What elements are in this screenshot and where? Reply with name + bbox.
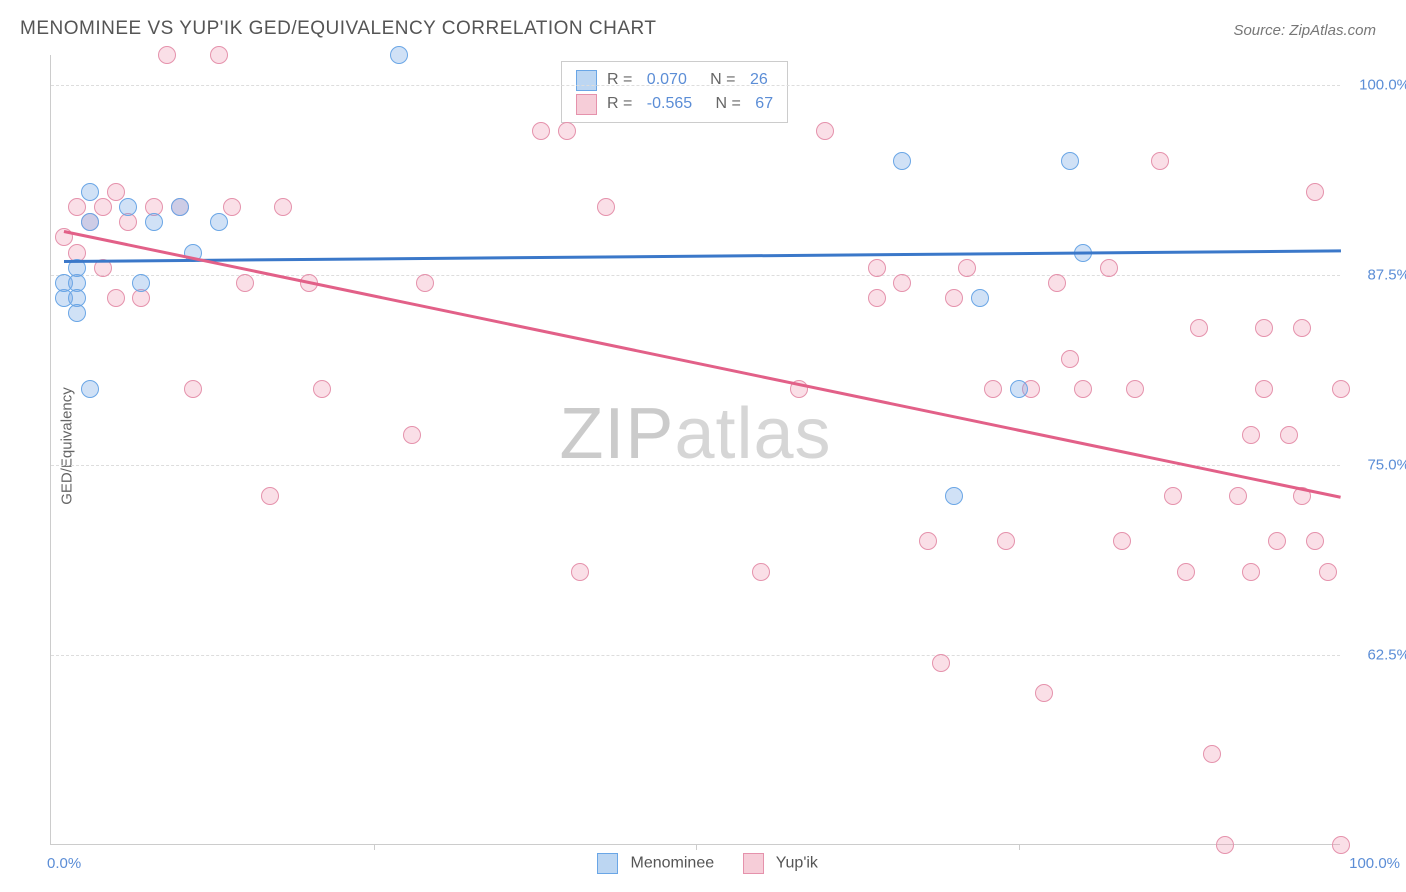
data-point [1190, 319, 1208, 337]
swatch-yupik [576, 94, 597, 115]
data-point [1061, 350, 1079, 368]
data-point [1306, 532, 1324, 550]
source-attribution: Source: ZipAtlas.com [1233, 22, 1376, 39]
data-point [1319, 563, 1337, 581]
data-point [1255, 319, 1273, 337]
data-point [1035, 684, 1053, 702]
data-point [893, 274, 911, 292]
y-tick-label: 87.5% [1350, 267, 1406, 284]
trend-line [64, 230, 1342, 498]
data-point [752, 563, 770, 581]
gridline [51, 655, 1340, 656]
data-point [261, 487, 279, 505]
data-point [81, 380, 99, 398]
x-tick [374, 844, 375, 850]
data-point [1100, 259, 1118, 277]
x-tick [696, 844, 697, 850]
data-point [1010, 380, 1028, 398]
y-tick-label: 75.0% [1350, 457, 1406, 474]
data-point [68, 304, 86, 322]
data-point [313, 380, 331, 398]
data-point [107, 289, 125, 307]
data-point [1229, 487, 1247, 505]
data-point [390, 46, 408, 64]
data-point [932, 654, 950, 672]
stats-row-yupik: R = -0.565 N = 67 [576, 92, 773, 116]
data-point [1061, 152, 1079, 170]
data-point [274, 198, 292, 216]
data-point [1332, 380, 1350, 398]
data-point [1113, 532, 1131, 550]
data-point [1255, 380, 1273, 398]
data-point [1268, 532, 1286, 550]
data-point [1074, 380, 1092, 398]
y-tick-label: 100.0% [1350, 77, 1406, 94]
x-tick [1019, 844, 1020, 850]
data-point [597, 198, 615, 216]
data-point [945, 289, 963, 307]
data-point [81, 183, 99, 201]
data-point [816, 122, 834, 140]
data-point [997, 532, 1015, 550]
data-point [223, 198, 241, 216]
data-point [68, 198, 86, 216]
chart-title: MENOMINEE VS YUP'IK GED/EQUIVALENCY CORR… [20, 18, 657, 40]
data-point [210, 46, 228, 64]
stats-legend: R = 0.070 N = 26 R = -0.565 N = 67 [561, 61, 788, 123]
data-point [893, 152, 911, 170]
data-point [971, 289, 989, 307]
watermark: ZIPatlas [559, 393, 831, 475]
data-point [145, 213, 163, 231]
data-point [1280, 426, 1298, 444]
data-point [119, 198, 137, 216]
data-point [1293, 319, 1311, 337]
data-point [1177, 563, 1195, 581]
series-legend: Menominee Yup'ik [51, 853, 1340, 874]
data-point [403, 426, 421, 444]
swatch-menominee [576, 70, 597, 91]
data-point [945, 487, 963, 505]
gridline [51, 85, 1340, 86]
data-point [1332, 836, 1350, 854]
gridline [51, 465, 1340, 466]
data-point [1126, 380, 1144, 398]
data-point [158, 46, 176, 64]
data-point [1216, 836, 1234, 854]
data-point [416, 274, 434, 292]
data-point [210, 213, 228, 231]
data-point [868, 259, 886, 277]
data-point [1242, 426, 1260, 444]
legend-label-yupik: Yup'ik [776, 855, 818, 872]
data-point [1151, 152, 1169, 170]
data-point [132, 274, 150, 292]
x-axis-min: 0.0% [47, 855, 81, 872]
data-point [107, 183, 125, 201]
y-tick-label: 62.5% [1350, 647, 1406, 664]
data-point [184, 380, 202, 398]
data-point [94, 198, 112, 216]
data-point [868, 289, 886, 307]
data-point [1203, 745, 1221, 763]
data-point [532, 122, 550, 140]
data-point [984, 380, 1002, 398]
data-point [81, 213, 99, 231]
swatch-yupik-icon [743, 853, 764, 874]
swatch-menominee-icon [597, 853, 618, 874]
data-point [958, 259, 976, 277]
data-point [1164, 487, 1182, 505]
data-point [919, 532, 937, 550]
data-point [1048, 274, 1066, 292]
data-point [558, 122, 576, 140]
data-point [571, 563, 589, 581]
data-point [171, 198, 189, 216]
data-point [1242, 563, 1260, 581]
trend-line [64, 249, 1341, 263]
data-point [1306, 183, 1324, 201]
stats-row-menominee: R = 0.070 N = 26 [576, 68, 773, 92]
x-axis-max: 100.0% [1349, 855, 1400, 872]
legend-label-menominee: Menominee [631, 855, 715, 872]
scatter-plot-area: ZIPatlas R = 0.070 N = 26 R = -0.565 N =… [50, 55, 1340, 845]
data-point [236, 274, 254, 292]
